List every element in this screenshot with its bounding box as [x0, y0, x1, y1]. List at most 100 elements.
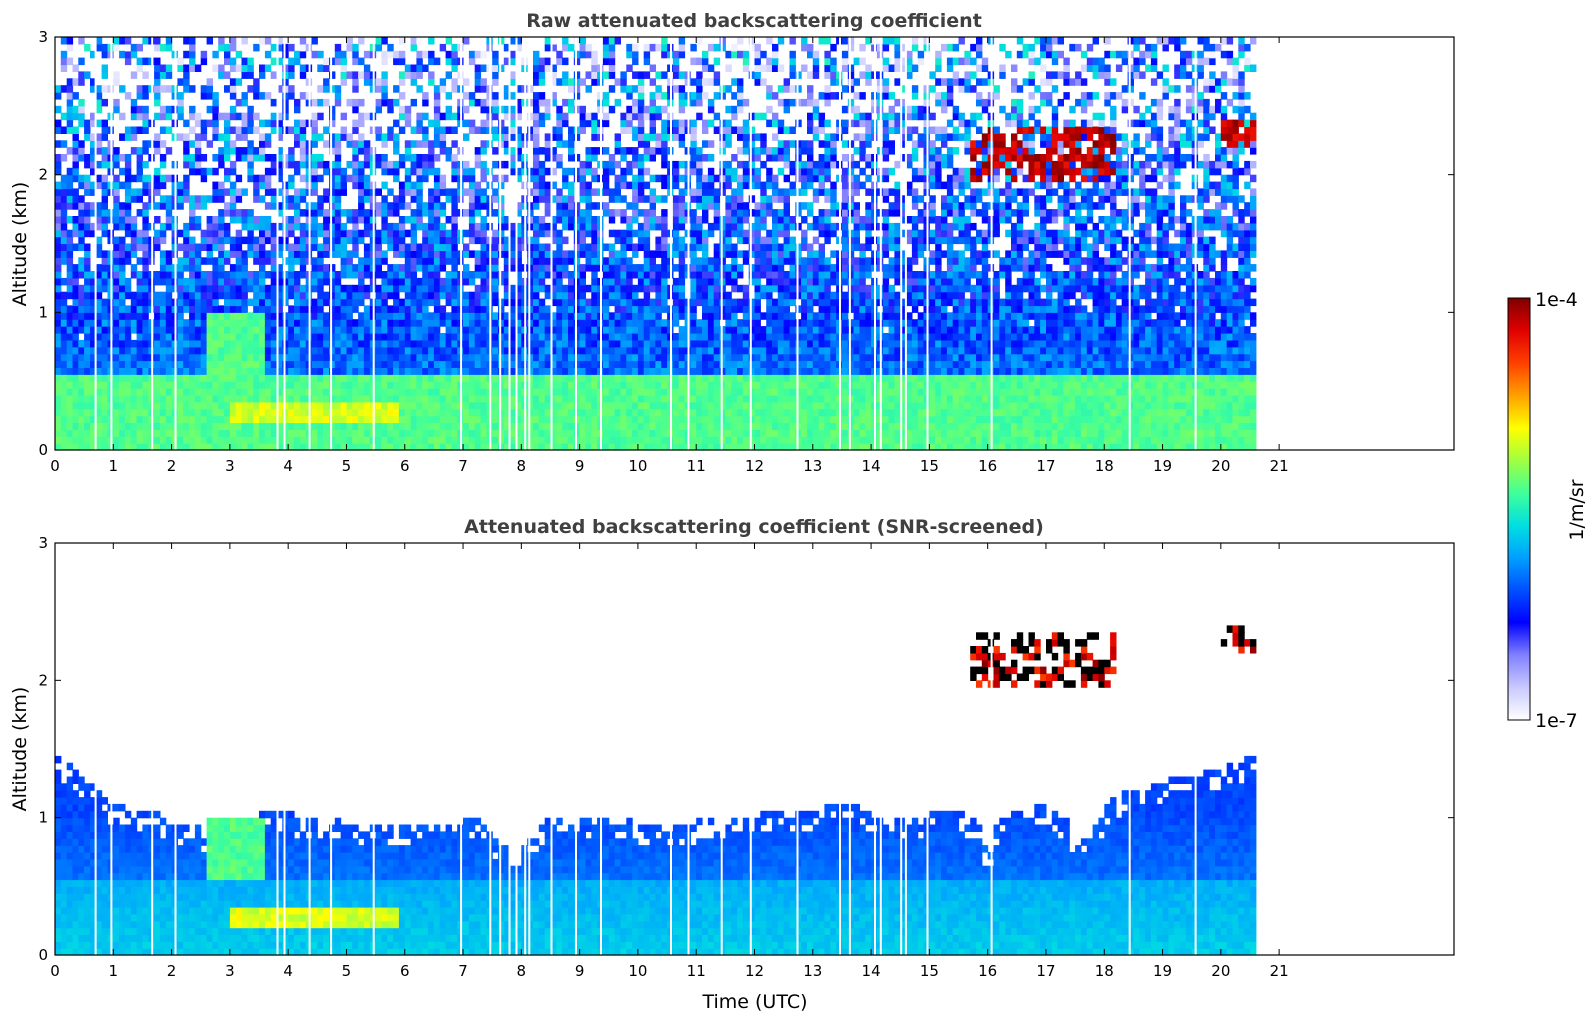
heatmap-cell — [131, 388, 137, 396]
heatmap-cell — [335, 340, 341, 348]
heatmap-cell — [440, 388, 446, 396]
heatmap-cell — [393, 195, 399, 203]
heatmap-cell — [55, 188, 61, 196]
heatmap-cell — [632, 367, 638, 375]
heatmap-cell — [61, 409, 67, 417]
heatmap-cell — [481, 361, 487, 369]
heatmap-cell — [451, 237, 457, 245]
heatmap-cell — [102, 202, 108, 210]
heatmap-cell — [539, 402, 545, 410]
heatmap-cell — [381, 388, 387, 396]
heatmap-cell — [154, 65, 160, 73]
heatmap-cell — [119, 409, 125, 417]
heatmap-cell — [481, 237, 487, 245]
heatmap-cell — [527, 395, 533, 403]
heatmap-cell — [347, 429, 353, 437]
heatmap-cell — [539, 223, 545, 231]
heatmap-cell — [381, 381, 387, 389]
heatmap-cell — [661, 140, 667, 148]
heatmap-cell — [67, 175, 73, 183]
heatmap-cell — [160, 278, 166, 286]
heatmap-cell — [131, 409, 137, 417]
heatmap-cell — [166, 429, 172, 437]
heatmap-cell — [533, 168, 539, 176]
heatmap-cell — [358, 188, 364, 196]
heatmap-cell — [679, 354, 685, 362]
heatmap-cell — [166, 285, 172, 293]
heatmap-cell — [212, 188, 218, 196]
heatmap-cell — [61, 367, 67, 375]
heatmap-cell — [416, 416, 422, 424]
heatmap-cell — [510, 230, 516, 238]
heatmap-cell — [160, 416, 166, 424]
heatmap-cell — [626, 354, 632, 362]
heatmap-cell — [288, 340, 294, 348]
heatmap-cell — [492, 388, 498, 396]
heatmap-cell — [644, 113, 650, 121]
heatmap-cell — [469, 319, 475, 327]
heatmap-cell — [399, 58, 405, 66]
heatmap-cell — [492, 147, 498, 155]
heatmap-cell — [393, 395, 399, 403]
heatmap-cell — [201, 168, 207, 176]
heatmap-cell — [113, 292, 119, 300]
heatmap-cell — [440, 250, 446, 258]
heatmap-cell — [364, 388, 370, 396]
heatmap-cell — [352, 429, 358, 437]
heatmap-cell — [341, 429, 347, 437]
heatmap-cell — [341, 209, 347, 217]
heatmap-cell — [673, 223, 679, 231]
heatmap-cell — [265, 237, 271, 245]
heatmap-cell — [259, 195, 265, 203]
heatmap-cell — [317, 244, 323, 252]
heatmap-cell — [620, 299, 626, 307]
heatmap-cell — [352, 58, 358, 66]
heatmap-cell — [329, 409, 335, 417]
heatmap-cell — [405, 374, 411, 382]
heatmap-cell — [329, 71, 335, 79]
heatmap-cell — [230, 409, 236, 417]
heatmap-cell — [166, 361, 172, 369]
heatmap-cell — [288, 127, 294, 135]
heatmap-cell — [428, 71, 434, 79]
heatmap-cell — [428, 250, 434, 258]
heatmap-cell — [312, 395, 318, 403]
heatmap-cell — [102, 367, 108, 375]
heatmap-cell — [638, 223, 644, 231]
heatmap-cell — [236, 388, 242, 396]
heatmap-cell — [469, 305, 475, 313]
heatmap-cell — [434, 347, 440, 355]
heatmap-cell — [61, 299, 67, 307]
heatmap-cell — [393, 333, 399, 341]
heatmap-cell — [603, 423, 609, 431]
heatmap-cell — [195, 381, 201, 389]
heatmap-cell — [428, 168, 434, 176]
heatmap-cell — [481, 140, 487, 148]
heatmap-cell — [376, 99, 382, 107]
heatmap-cell — [469, 58, 475, 66]
heatmap-cell — [195, 257, 201, 265]
heatmap-cell — [615, 423, 621, 431]
heatmap-cell — [644, 168, 650, 176]
heatmap-cell — [317, 312, 323, 320]
heatmap-cell — [218, 37, 224, 45]
heatmap-cell — [142, 333, 148, 341]
heatmap-cell — [335, 223, 341, 231]
heatmap-cell — [166, 340, 172, 348]
heatmap-cell — [609, 409, 615, 417]
heatmap-cell — [230, 271, 236, 279]
heatmap-cell — [247, 120, 253, 128]
heatmap-cell — [387, 237, 393, 245]
heatmap-cell — [358, 340, 364, 348]
heatmap-cell — [381, 202, 387, 210]
heatmap-cell — [434, 99, 440, 107]
heatmap-cell — [481, 147, 487, 155]
heatmap-cell — [160, 292, 166, 300]
heatmap-cell — [177, 305, 183, 313]
heatmap-cell — [632, 182, 638, 190]
heatmap-cell — [335, 381, 341, 389]
heatmap-cell — [463, 209, 469, 217]
heatmap-cell — [638, 244, 644, 252]
heatmap-cell — [655, 354, 661, 362]
heatmap-cell — [568, 299, 574, 307]
